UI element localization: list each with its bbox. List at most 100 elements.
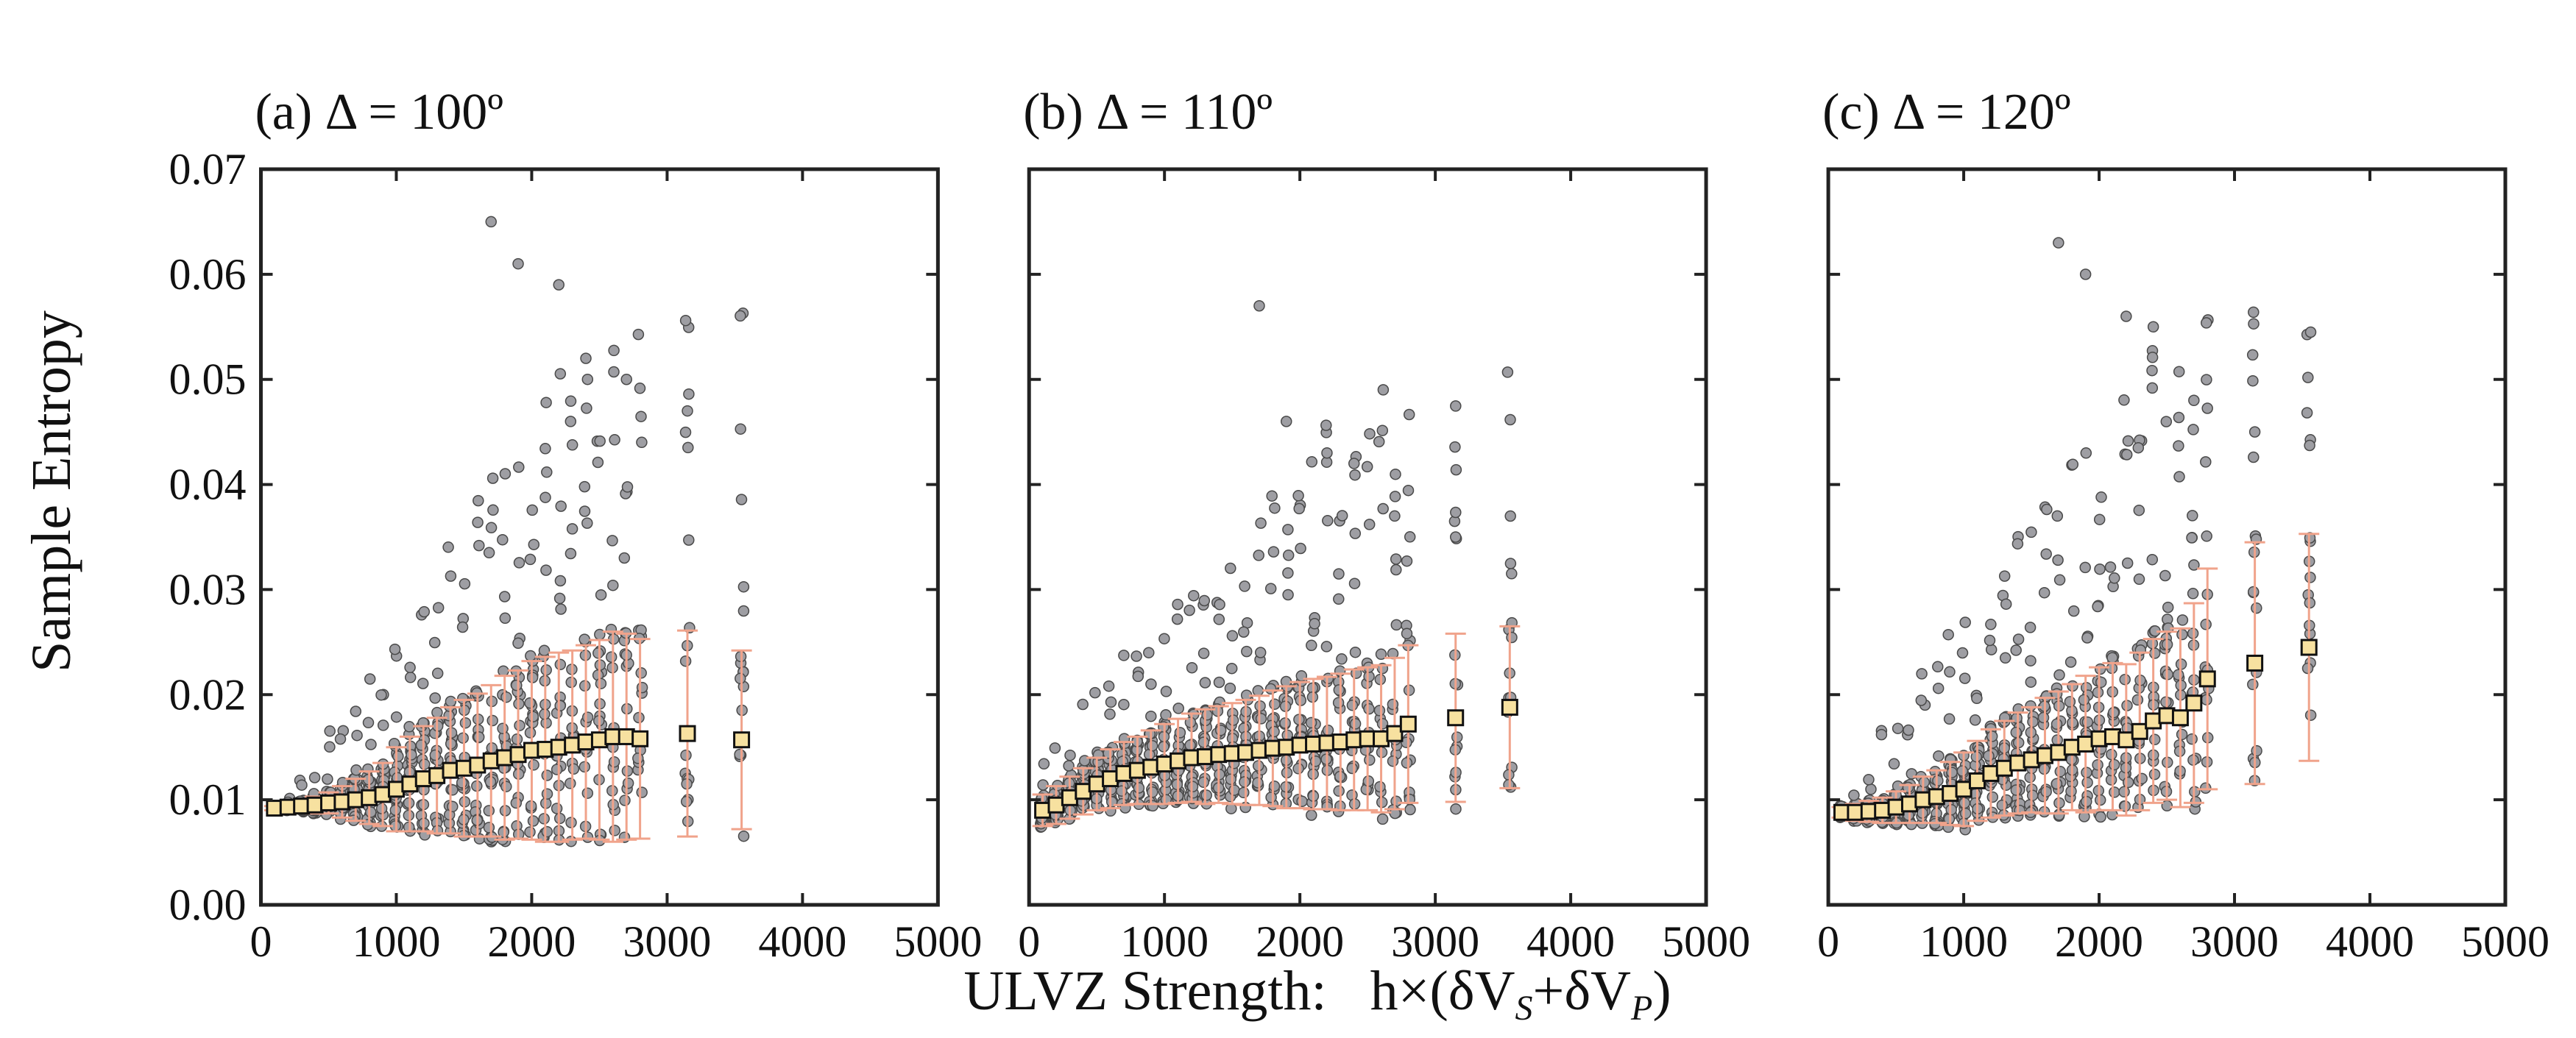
mean-marker	[2171, 709, 2189, 727]
scatter-point	[406, 749, 417, 761]
scatter-point	[539, 491, 551, 503]
scatter-point	[1197, 776, 1210, 789]
scatter-point	[2147, 321, 2159, 333]
scatter-point	[2159, 569, 2171, 582]
scatter-point	[525, 650, 537, 662]
scatter-point	[632, 328, 645, 341]
scatter-point	[2118, 786, 2130, 798]
x-tick-label: 1000	[1120, 917, 1209, 966]
plot-frame	[258, 167, 940, 907]
scatter-point	[1336, 510, 1348, 522]
scatter-point	[619, 795, 631, 806]
scatter-point	[1450, 803, 1462, 815]
scatter-point	[1363, 519, 1376, 530]
scatter-point	[553, 279, 565, 291]
scatter-point	[1450, 506, 1462, 519]
scatter-point	[415, 739, 428, 751]
scatter-point	[2251, 744, 2262, 757]
scatter-point	[679, 655, 692, 667]
scatter-point	[2173, 411, 2185, 424]
scatter-point	[2092, 686, 2104, 698]
mean-markers	[1034, 698, 1518, 819]
scatter-point	[1450, 400, 1462, 412]
scatter-point	[578, 761, 591, 773]
scatter-point	[419, 758, 431, 770]
scatter-point	[1361, 461, 1373, 473]
scatter-point	[581, 517, 593, 529]
scatter-point	[1449, 531, 1462, 543]
scatter-point	[1198, 594, 1211, 607]
scatter-point	[634, 383, 646, 394]
scatter-point	[636, 436, 648, 449]
scatter-point	[679, 426, 692, 438]
scatter-point	[1184, 739, 1196, 751]
scatter-point	[1346, 762, 1358, 775]
mean-marker	[1447, 709, 1465, 727]
scatter-point	[500, 781, 512, 792]
scatter-point	[1888, 758, 1900, 770]
scatter-point	[1171, 613, 1183, 625]
scatter-point	[1238, 626, 1250, 638]
scatter-point	[2120, 310, 2132, 322]
scatter-point	[324, 725, 336, 737]
scatter-point	[2051, 510, 2064, 522]
scatter-point	[1158, 633, 1170, 644]
scatter-point	[1197, 647, 1210, 659]
panel-2: (b) Δ = 110º 0 1000 2000 3000 4000 5000	[1018, 84, 1750, 966]
scatter-point	[456, 621, 469, 633]
scatter-point	[1214, 724, 1227, 736]
scatter-point	[403, 721, 415, 733]
scatter-point	[1390, 619, 1403, 631]
scatter-point	[499, 612, 512, 625]
scatter-point	[2304, 439, 2315, 452]
x-tick-label: 4000	[1526, 917, 1615, 966]
scatter-point	[2080, 447, 2092, 459]
y-axis-label: Sample Entropy	[21, 310, 82, 672]
scatter-point	[473, 731, 485, 743]
scatter-point	[2201, 374, 2212, 385]
scatter-point	[1241, 645, 1253, 658]
scatter-point	[2247, 678, 2259, 691]
scatter-point	[1389, 491, 1401, 502]
scatter-point	[1333, 785, 1345, 797]
scatter-point	[431, 667, 444, 680]
scatter-point	[2095, 676, 2107, 689]
scatter-point	[1266, 490, 1278, 502]
scatter-point	[1282, 550, 1295, 561]
scatter-point	[1506, 568, 1518, 580]
x-tick-label: 2000	[2055, 917, 2143, 966]
x-axis-label-formula: h×(δV	[1370, 960, 1515, 1022]
scatter-point	[566, 439, 578, 451]
scatter-point	[1252, 777, 1264, 789]
scatter-point	[1364, 427, 1376, 440]
scatter-point	[2040, 548, 2052, 560]
scatter-point	[403, 809, 415, 822]
scatter-point	[1049, 742, 1061, 754]
scatter-point	[1172, 598, 1183, 611]
scatter-point	[2108, 758, 2120, 771]
scatter-point	[459, 717, 472, 729]
scatter-point	[334, 733, 347, 745]
scatter-point	[1292, 490, 1304, 502]
scatter-point	[581, 373, 594, 385]
x-tick-label: 4000	[758, 917, 846, 966]
scatter-point	[2000, 598, 2012, 610]
scatter-point	[683, 534, 695, 546]
scatter-point	[1282, 567, 1294, 579]
scatter-point	[2146, 553, 2159, 566]
scatter-point	[1038, 758, 1050, 770]
scatter-point	[1064, 749, 1076, 761]
scatter-point	[607, 579, 619, 591]
x-axis-label-text: ULVZ Strength:	[963, 960, 1326, 1022]
x-tick-label: 2000	[487, 917, 576, 966]
scatter-point	[1504, 413, 1516, 426]
scatter-point	[498, 826, 509, 839]
scatter-point	[1349, 718, 1362, 730]
scatter-point	[2148, 733, 2161, 746]
scatter-point	[500, 691, 512, 703]
scatter-point	[443, 710, 455, 722]
scatter-point	[1292, 763, 1304, 775]
scatter-point	[1945, 803, 1957, 816]
scatter-point	[1279, 717, 1291, 729]
scatter-point	[2146, 382, 2159, 394]
